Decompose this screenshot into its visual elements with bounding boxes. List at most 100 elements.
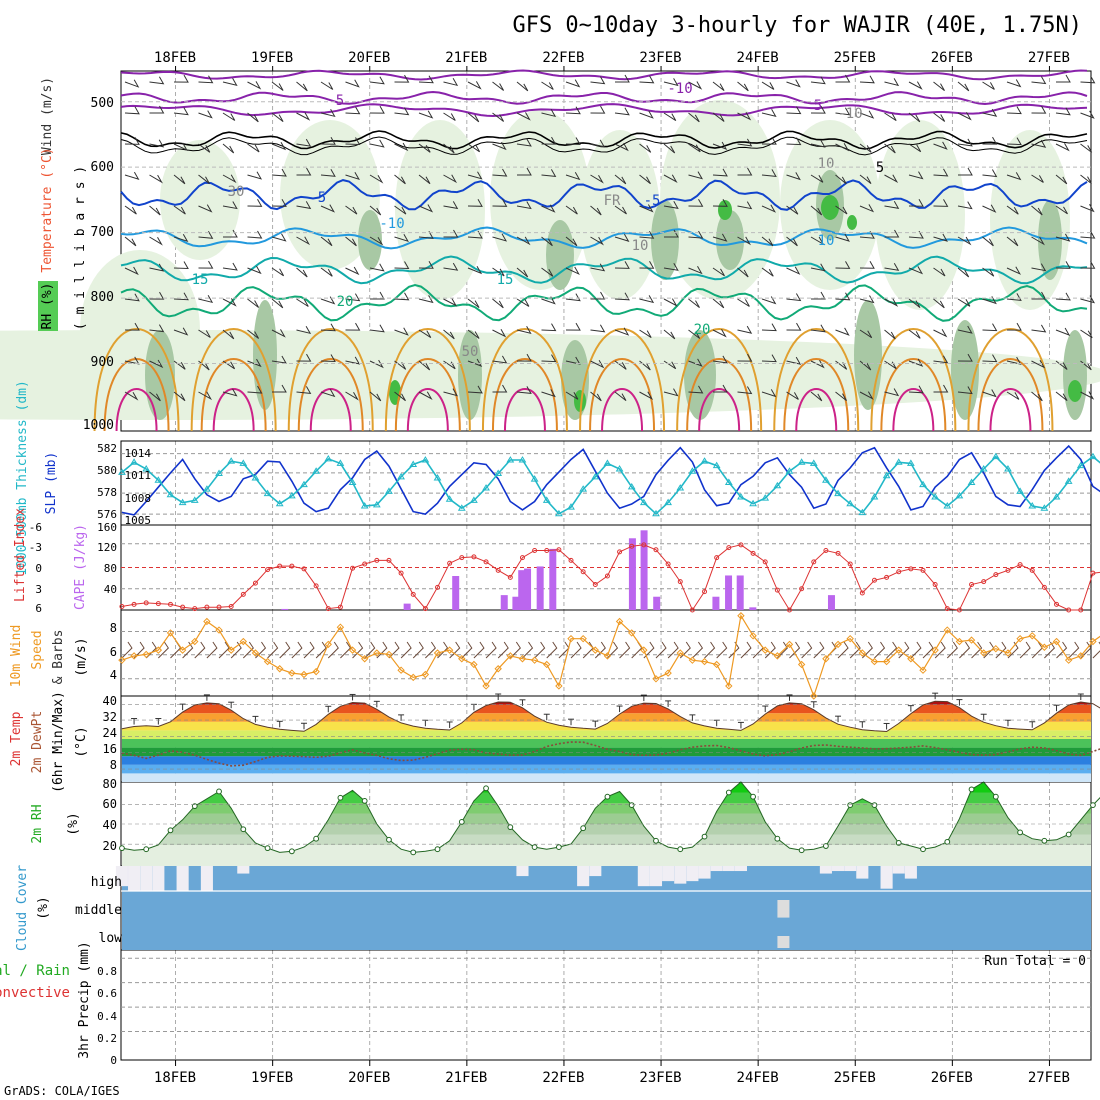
wind10-tick-4: 4 [110,668,117,682]
li-point [762,559,768,565]
precip-ylabel: 3hr Precip (mm) [77,941,92,1058]
date-label-top: 23FEB [639,50,681,66]
cloud-high-bar [734,866,747,872]
wind10-barb [121,641,133,659]
wind-barb [296,353,312,362]
cape-bar [452,576,460,610]
wind-barb [394,142,409,152]
rh-point [580,825,587,832]
wind-barb [467,298,480,308]
rh-point [677,846,684,853]
thickness-point [445,495,454,502]
wind-barb [541,296,556,305]
wind-barb [614,107,630,116]
wind-barb [786,293,802,302]
rh-tick-40: 40 [103,818,117,832]
wind10-point [348,646,357,654]
precip-tick-06: 0.6 [97,987,117,1000]
date-label-bottom: 19FEB [251,1070,293,1086]
wind-barb [345,137,361,146]
temp-contour-25-arch [384,328,471,432]
temp-contour-35-arch [698,388,741,432]
wind-barb [1055,261,1071,269]
li-point [993,572,999,578]
wind-barb [688,112,700,123]
wind-barb [933,298,945,309]
li-point [228,603,234,609]
li-point [811,559,817,565]
temp-contour-35-arch [406,388,449,432]
wind-barb [173,142,188,152]
thickness-point [846,499,855,507]
wind10-point [312,667,320,676]
wind-barb [418,391,433,400]
wind-barb [369,391,382,402]
thickness-tick-582: 582 [97,442,117,455]
wind-barb [492,81,505,91]
wind-barb [149,139,165,148]
temp-contour-minus5 [120,103,1088,118]
temp-contour-25-arch [967,328,1054,432]
wind-barb [811,291,826,300]
wind10-barb [607,641,619,659]
contour-label: -5 [644,193,661,209]
cloud-high-bar [880,866,893,889]
wind10-point [118,656,126,664]
wind-barb [418,231,434,239]
wind-barb [639,75,655,84]
rh-point [216,788,222,795]
wind-barb [859,391,874,400]
temp-contour-minus15 [120,69,1088,81]
precip-tick-08: 0.8 [97,965,117,978]
temp-band [121,704,1091,714]
wind-barb [492,233,508,242]
wind-barb [320,169,336,177]
wind-barb [908,230,924,239]
wind-barb [345,322,361,331]
rh-shade-high [821,195,839,220]
wind10-barb [801,641,813,659]
wind-barb [492,298,504,309]
wind-barb [590,205,602,216]
wind-barb [810,391,823,402]
wind-barb [786,137,802,146]
slp-ylabel: SLP (mb) [44,452,59,515]
wind-barb [296,138,312,147]
contour-label: 20 [337,294,354,310]
wind-barb [149,174,163,184]
wind-barb [688,143,701,153]
temp-contour-25-arch [93,328,180,432]
wind-barb [541,236,553,247]
slp-line [121,444,1100,516]
wind-barb [786,172,801,181]
wind-barb [835,391,847,401]
wind-barb [884,298,899,307]
wind-barb [443,78,459,87]
wind-barb [149,76,165,85]
wind-barb [761,204,776,213]
wind-barb [369,324,385,333]
wind10-point [203,617,211,626]
thickness-point [166,490,175,498]
wind10-point [263,657,272,666]
wind-barb [712,141,728,150]
date-label-bottom: 23FEB [639,1070,681,1086]
wind-barb [1055,327,1071,336]
wind10-point [992,644,1000,653]
rh-point [920,846,926,853]
li-point [871,577,877,583]
wind-barb [663,143,676,154]
wind-barb [590,263,606,272]
wind10-barb [594,641,606,659]
wind10-barb [861,641,873,659]
temp-band [121,773,1091,782]
wind-barb [1031,324,1047,333]
wind-barb [884,78,900,87]
wind-barb [565,106,581,115]
wind-barb [761,108,777,117]
top-date-axis: 18FEB 19FEB 20FEB 21FEB 22FEB 23FEB 24FEB 25FEB… [154,50,1070,71]
wind-barb [516,298,530,307]
wind-barb [1006,322,1022,331]
thickness-point [239,459,248,466]
wind-barb [467,265,483,275]
